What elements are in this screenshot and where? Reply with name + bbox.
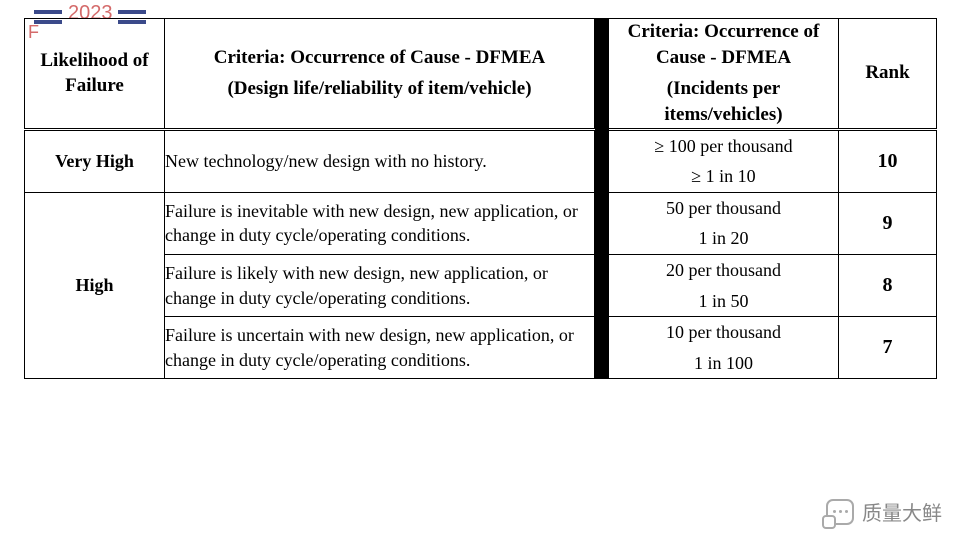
separator-column bbox=[595, 129, 609, 379]
criteria2-cell: ≥ 100 per thousand ≥ 1 in 10 bbox=[609, 129, 839, 192]
footer-brand-text: 质量大鲜 bbox=[862, 497, 942, 526]
likelihood-cell: High bbox=[25, 192, 165, 379]
col-header-rank: Rank bbox=[839, 19, 937, 130]
criteria1-cell: New technology/new design with no histor… bbox=[165, 129, 595, 192]
col-header-criteria2-sub: (Incidents per items/vehicles) bbox=[609, 76, 838, 127]
criteria2-line2: 1 in 20 bbox=[609, 223, 838, 254]
criteria2-line2: 1 in 50 bbox=[609, 286, 838, 317]
criteria2-line1: 50 per thousand bbox=[609, 193, 838, 224]
criteria2-line1: 10 per thousand bbox=[609, 317, 838, 348]
criteria2-line1: 20 per thousand bbox=[609, 255, 838, 286]
col-header-criteria2-main: Criteria: Occurrence of Cause - DFMEA bbox=[628, 21, 820, 68]
rank-cell: 7 bbox=[839, 317, 937, 379]
col-header-criteria2: Criteria: Occurrence of Cause - DFMEA (I… bbox=[609, 19, 839, 130]
separator-column bbox=[595, 19, 609, 130]
criteria1-cell: Failure is inevitable with new design, n… bbox=[165, 192, 595, 254]
criteria2-cell: 10 per thousand 1 in 100 bbox=[609, 317, 839, 379]
criteria1-cell: Failure is likely with new design, new a… bbox=[165, 254, 595, 316]
wechat-icon bbox=[826, 499, 854, 525]
col-header-criteria1: Criteria: Occurrence of Cause - DFMEA (D… bbox=[165, 19, 595, 130]
criteria1-cell: Failure is uncertain with new design, ne… bbox=[165, 317, 595, 379]
criteria2-line2: ≥ 1 in 10 bbox=[609, 161, 838, 192]
criteria2-cell: 20 per thousand 1 in 50 bbox=[609, 254, 839, 316]
criteria2-line1: ≥ 100 per thousand bbox=[609, 131, 838, 162]
watermark-dash-left bbox=[34, 10, 62, 14]
page-content: Likelihood of Failure Criteria: Occurren… bbox=[24, 18, 936, 379]
col-header-criteria1-sub: (Design life/reliability of item/vehicle… bbox=[165, 76, 594, 102]
col-header-likelihood: Likelihood of Failure bbox=[25, 19, 165, 130]
rank-cell: 8 bbox=[839, 254, 937, 316]
criteria2-line2: 1 in 100 bbox=[609, 348, 838, 379]
rank-cell: 10 bbox=[839, 129, 937, 192]
col-header-criteria1-main: Criteria: Occurrence of Cause - DFMEA bbox=[214, 47, 546, 68]
criteria2-cell: 50 per thousand 1 in 20 bbox=[609, 192, 839, 254]
footer-brand-badge: 质量大鲜 bbox=[826, 497, 942, 526]
rank-cell: 9 bbox=[839, 192, 937, 254]
dfmea-occurrence-table: Likelihood of Failure Criteria: Occurren… bbox=[24, 18, 937, 379]
likelihood-cell: Very High bbox=[25, 129, 165, 192]
watermark-dash-right bbox=[118, 10, 146, 14]
